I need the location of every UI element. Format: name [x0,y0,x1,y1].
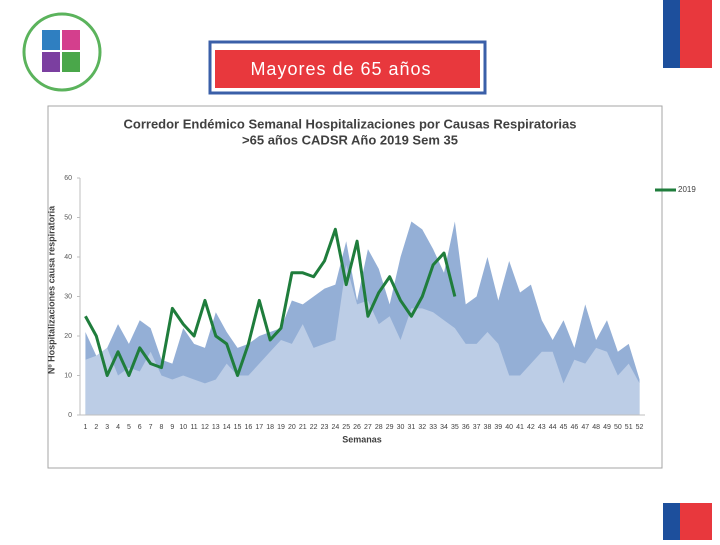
x-tick-label: 32 [418,424,426,431]
x-tick-label: 11 [190,424,197,431]
y-tick-label: 40 [64,254,72,261]
legend-label: 2019 [678,185,696,194]
y-tick-label: 30 [64,293,72,300]
x-tick-label: 35 [451,424,459,431]
x-tick-label: 31 [407,424,415,431]
x-tick-label: 5 [127,424,131,431]
x-tick-label: 37 [473,424,481,431]
x-tick-label: 9 [170,424,174,431]
x-tick-label: 33 [429,424,437,431]
x-tick-label: 27 [364,424,372,431]
x-tick-label: 17 [255,424,263,431]
x-tick-label: 23 [321,424,329,431]
y-tick-label: 50 [64,214,72,221]
x-tick-label: 43 [538,424,546,431]
x-tick-label: 28 [375,424,383,431]
x-tick-label: 24 [331,424,339,431]
x-tick-label: 25 [342,424,350,431]
x-tick-label: 39 [494,424,502,431]
x-tick-label: 48 [592,424,600,431]
x-tick-label: 8 [160,424,164,431]
x-tick-label: 6 [138,424,142,431]
x-tick-label: 40 [505,424,513,431]
x-tick-label: 34 [440,424,448,431]
x-tick-label: 46 [570,424,578,431]
x-tick-label: 52 [636,424,644,431]
y-tick-label: 0 [68,412,72,419]
title-fill [215,50,480,88]
x-tick-label: 26 [353,424,361,431]
flag-bottom [663,503,712,540]
flag-top [663,0,712,68]
x-tick-label: 44 [549,424,557,431]
slide-title: Mayores de 65 años [250,59,431,79]
x-axis-label: Semanas [342,434,382,444]
chart-title: Corredor Endémico Semanal Hospitalizacio… [124,116,577,131]
x-tick-label: 29 [386,424,394,431]
y-tick-label: 20 [64,333,72,340]
x-tick-label: 49 [603,424,611,431]
x-tick-label: 16 [245,424,253,431]
x-tick-label: 41 [516,424,524,431]
x-tick-label: 42 [527,424,535,431]
x-tick-label: 15 [234,424,242,431]
x-tick-label: 21 [299,424,307,431]
x-tick-label: 45 [560,424,568,431]
x-tick-label: 13 [212,424,220,431]
y-tick-label: 60 [64,175,72,182]
area-band [85,264,640,415]
x-tick-label: 18 [266,424,274,431]
line-series [84,227,457,377]
x-tick-label: 20 [288,424,296,431]
x-tick-label: 47 [581,424,589,431]
x-tick-label: 38 [484,424,492,431]
x-tick-label: 19 [277,424,285,431]
x-tick-label: 36 [462,424,470,431]
x-tick-label: 4 [116,424,120,431]
x-tick-label: 12 [201,424,209,431]
x-tick-label: 7 [149,424,153,431]
x-tick-label: 30 [397,424,405,431]
x-tick-label: 51 [625,424,633,431]
y-axis-label: Nº Hospitalizaciones causa respiratoria [46,205,56,374]
logo [22,12,102,92]
x-tick-label: 10 [179,424,187,431]
x-tick-label: 14 [223,424,231,431]
x-tick-label: 2 [94,424,98,431]
x-tick-label: 1 [83,424,87,431]
y-tick-label: 10 [64,372,72,379]
x-tick-label: 50 [614,424,622,431]
x-tick-label: 3 [105,424,109,431]
chart-subtitle: >65 años CADSR Año 2019 Sem 35 [242,132,458,147]
x-tick-label: 22 [310,424,318,431]
